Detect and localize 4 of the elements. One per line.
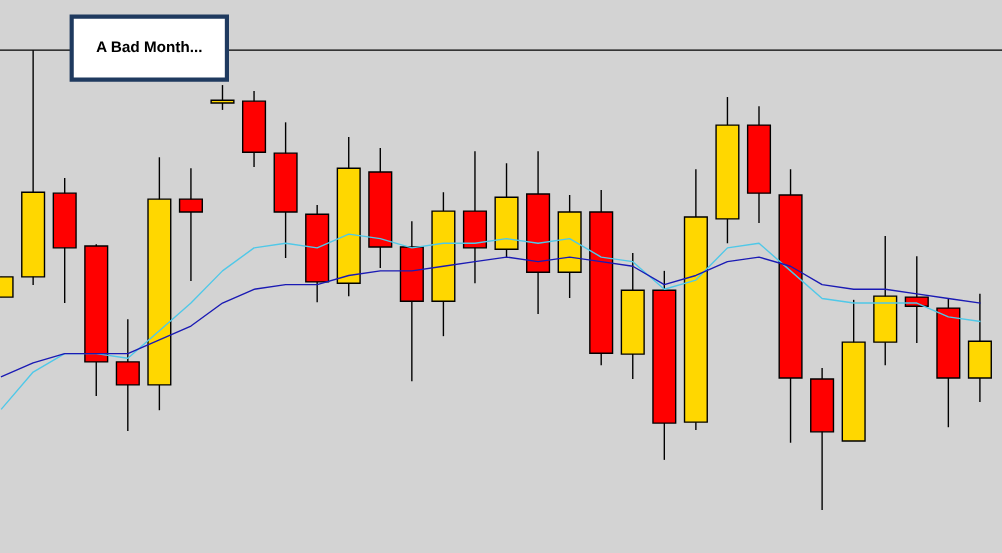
candlestick <box>115 318 140 432</box>
annotation: A Bad Month... <box>96 40 202 53</box>
candlestick <box>210 84 235 111</box>
candlestick <box>178 167 203 282</box>
